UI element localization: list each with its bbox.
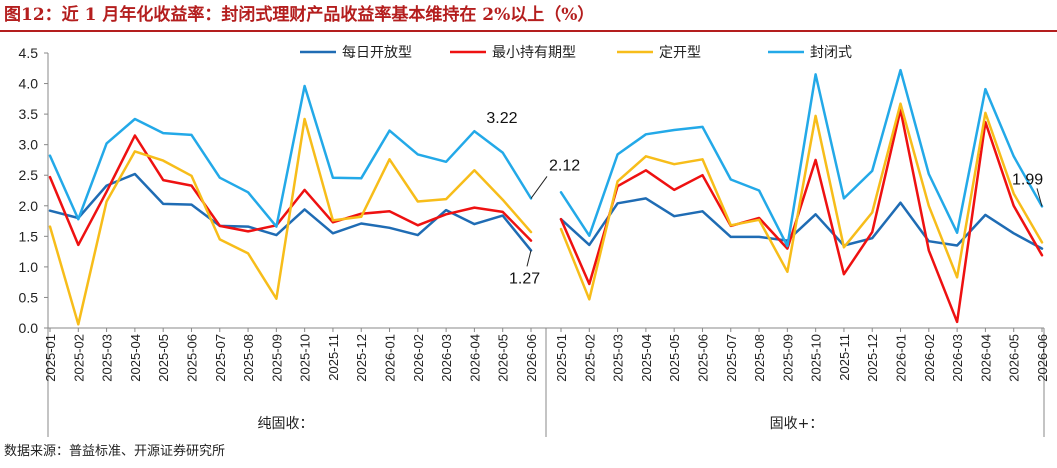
series-line-4 (559, 68, 1044, 248)
annotation-leader (530, 176, 548, 199)
x-tick-label: 2025-11 (326, 334, 341, 381)
x-tick-label: 2025-03 (100, 334, 115, 382)
legend-label: 定开型 (659, 45, 701, 61)
x-tick-label: 2025-04 (128, 334, 143, 382)
x-tick-label: 2025-06 (184, 334, 199, 382)
x-tick-label: 2026-03 (439, 334, 454, 382)
x-tick-label: 2026-04 (467, 334, 482, 382)
x-tick-label: 2025-01 (554, 334, 569, 382)
series-line-2 (559, 108, 1044, 324)
legend-label: 每日开放型 (342, 45, 412, 61)
chart-legend: 每日开放型 最小持有期型 定开型 封闭式 (300, 45, 852, 61)
x-tick-label: 2025-05 (667, 334, 682, 382)
x-tick-label: 2025-12 (354, 334, 369, 382)
x-tick-label: 2026-06 (524, 334, 539, 382)
x-tick-label: 2025-01 (43, 334, 58, 382)
legend-label: 封闭式 (810, 45, 852, 61)
x-tick-label: 2025-10 (809, 334, 824, 382)
y-tick-label: 1.5 (19, 228, 39, 244)
x-tick-label: 2026-02 (922, 334, 937, 382)
x-tick-label: 2026-06 (1035, 334, 1050, 382)
group-label: 纯固收： (258, 416, 314, 432)
x-tick-label: 2025-10 (298, 334, 313, 382)
y-tick-label: 0.0 (19, 320, 39, 336)
x-tick-label: 2025-08 (241, 334, 256, 382)
x-tick-label: 2025-05 (156, 334, 171, 382)
x-tick-label: 2026-02 (411, 334, 426, 382)
x-tick-label: 2025-04 (639, 334, 654, 382)
series-line-3 (48, 117, 533, 326)
x-tick-label: 2025-09 (780, 334, 795, 382)
x-tick-label: 2025-12 (865, 334, 880, 382)
x-tick-label: 2025-07 (724, 334, 739, 382)
x-tick-label: 2026-01 (383, 334, 398, 382)
y-tick-label: 3.0 (19, 137, 39, 153)
x-tick-label: 2026-05 (496, 334, 511, 382)
annotation-leader (526, 250, 532, 267)
y-tick-label: 4.5 (19, 45, 39, 61)
line-chart: 每日开放型 最小持有期型 定开型 封闭式 0.0 0.5 1.0 1.5 2.0 2.5 3.0 3… (19, 45, 1050, 437)
source-note: 数据来源：普益标准、开源证券研究所 (4, 444, 226, 459)
y-tick-label: 0.5 (19, 289, 39, 305)
data-label: 1.99 (1012, 171, 1043, 188)
legend-label: 最小持有期型 (492, 45, 576, 61)
y-tick-label: 2.5 (19, 167, 39, 183)
group-label: 固收+： (770, 416, 824, 432)
x-tick-label: 2026-01 (894, 334, 909, 382)
data-label: 1.27 (509, 270, 540, 287)
title-rule (0, 30, 1057, 32)
x-tick-label: 2025-09 (269, 334, 284, 382)
x-tick-label: 2025-03 (611, 334, 626, 382)
x-tick-label: 2026-05 (1007, 334, 1022, 382)
x-tick-label: 2025-06 (695, 334, 710, 382)
x-tick-label: 2026-04 (978, 334, 993, 382)
y-tick-label: 3.5 (19, 106, 39, 122)
x-tick-label: 2025-07 (213, 334, 228, 382)
series-line-4 (48, 84, 533, 228)
annotation-leader (1036, 188, 1043, 207)
y-tick-label: 2.0 (19, 198, 39, 214)
data-label: 3.22 (486, 110, 517, 127)
plot-area: 0.0 0.5 1.0 1.5 2.0 2.5 3.0 3.5 4.0 4.5 2025-01 202… (19, 45, 1050, 437)
figure-title: 图12：近 1 月年化收益率：封闭式理财产品收益率基本维持在 2%以上（%） (4, 5, 595, 25)
x-tick-label: 2025-08 (752, 334, 767, 382)
x-tick-label: 2026-03 (950, 334, 965, 382)
y-tick-label: 1.0 (19, 259, 39, 275)
x-tick-label: 2025-02 (71, 334, 86, 382)
series-line-3 (559, 102, 1044, 301)
x-tick-label: 2025-02 (582, 334, 597, 382)
y-tick-label: 4.0 (19, 76, 39, 92)
data-label: 2.12 (549, 157, 580, 174)
series-line-1 (559, 197, 1044, 250)
x-tick-label: 2025-11 (837, 334, 852, 381)
